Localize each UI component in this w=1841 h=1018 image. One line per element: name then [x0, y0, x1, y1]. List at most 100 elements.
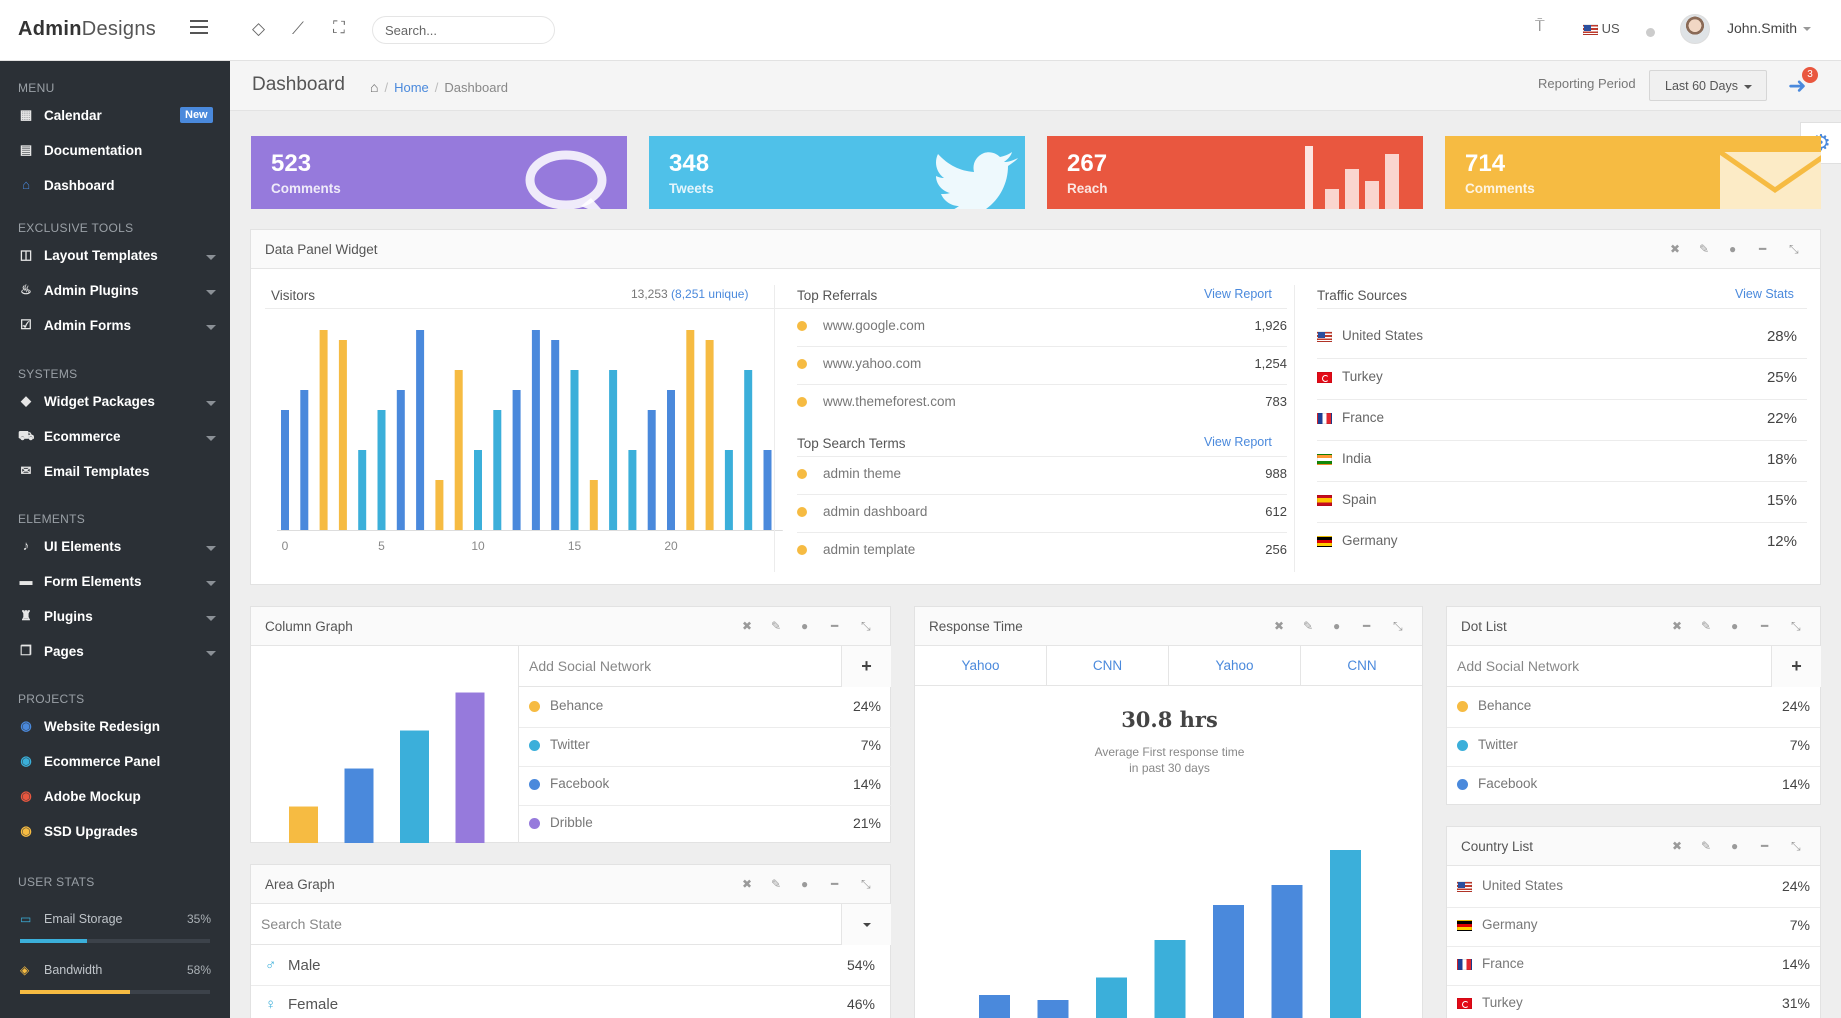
breadcrumb-home-link[interactable]: Home — [394, 80, 429, 95]
list-item[interactable]: Facebook 14% — [529, 776, 881, 792]
add-button[interactable]: + — [841, 646, 891, 687]
list-item[interactable]: www.yahoo.com 1,254 — [797, 356, 1287, 371]
search-state-input[interactable]: Search State — [251, 904, 841, 945]
sidebar-item-documentation[interactable]: ▤ Documentation — [19, 142, 143, 158]
close-icon[interactable]: ✖ — [1672, 839, 1683, 853]
user-menu[interactable]: John.Smith — [1727, 20, 1812, 36]
magic-wand-icon[interactable]: ⟋ — [292, 19, 304, 38]
add-button[interactable]: + — [1771, 646, 1821, 687]
sidebar-item-ecommerce[interactable]: ⛟ Ecommerce — [0, 424, 230, 452]
collapse-icon[interactable]: ⤡ — [1791, 619, 1801, 633]
sidebar-item-admin-plugins[interactable]: ♨ Admin Plugins — [0, 278, 230, 306]
home-icon[interactable]: ⌂ — [370, 79, 379, 95]
sidebar-item-ssd-upgrades[interactable]: ◉ SSD Upgrades — [0, 819, 230, 847]
pencil-icon[interactable]: ✎ — [771, 619, 782, 633]
avatar[interactable] — [1680, 14, 1710, 44]
radio-tower-icon[interactable]: ⍑ — [1535, 18, 1545, 35]
pencil-icon[interactable]: ✎ — [1701, 619, 1712, 633]
language-selector[interactable]: US — [1583, 21, 1620, 36]
minimize-icon[interactable]: ━ — [1761, 619, 1769, 633]
droplet-icon[interactable]: ● — [801, 877, 809, 891]
view-stats-link[interactable]: View Stats — [1735, 287, 1794, 301]
stat-tile-reach[interactable]: 267 Reach — [1047, 136, 1423, 209]
sidebar-item-adobe-mockup[interactable]: ◉ Adobe Mockup — [0, 784, 230, 812]
add-social-network-input[interactable]: Add Social Network — [519, 646, 841, 687]
minimize-icon[interactable]: ━ — [1759, 242, 1767, 256]
collapse-icon[interactable]: ⤡ — [1789, 242, 1799, 256]
sidebar-item-admin-forms[interactable]: ☑ Admin Forms — [0, 313, 230, 341]
reporting-period-select[interactable]: Last 60 Days — [1649, 70, 1767, 101]
fullscreen-icon[interactable]: ⛶ — [333, 18, 345, 37]
pencil-icon[interactable]: ✎ — [771, 877, 782, 891]
sidebar-item-dashboard[interactable]: ⌂ Dashboard — [0, 173, 230, 201]
pencil-icon[interactable]: ✎ — [1699, 242, 1710, 256]
list-item[interactable]: Turkey 25% — [1317, 369, 1797, 386]
notifications-button[interactable]: ➜ 3 — [1788, 67, 1818, 99]
sidebar-item-calendar[interactable]: ▦ Calendar New — [0, 103, 230, 131]
tab-cnn[interactable]: CNN — [1047, 646, 1169, 686]
collapse-icon[interactable]: ⤡ — [1791, 839, 1801, 853]
list-item[interactable]: admin dashboard 612 — [797, 504, 1287, 519]
collapse-icon[interactable]: ⤡ — [1393, 619, 1403, 633]
droplet-icon[interactable]: ● — [1731, 839, 1739, 853]
list-item[interactable]: Germany 12% — [1317, 533, 1797, 550]
stat-tile-comments[interactable]: 523 Comments — [251, 136, 627, 209]
close-icon[interactable]: ✖ — [1670, 242, 1681, 256]
sidebar-item-email-templates[interactable]: ✉ Email Templates — [0, 459, 230, 487]
stat-tile-tweets[interactable]: 348 Tweets — [649, 136, 1025, 209]
close-icon[interactable]: ✖ — [1672, 619, 1683, 633]
list-item[interactable]: Behance 24% — [529, 698, 881, 714]
list-item[interactable]: admin template 256 — [797, 542, 1287, 557]
list-item[interactable]: admin theme 988 — [797, 466, 1287, 481]
view-report-link[interactable]: View Report — [1204, 435, 1272, 449]
add-social-network-input[interactable]: Add Social Network — [1447, 646, 1771, 687]
minimize-icon[interactable]: ━ — [831, 619, 839, 633]
list-item[interactable]: India 18% — [1317, 451, 1797, 468]
sidebar-item-ui-elements[interactable]: ♪ UI Elements — [0, 534, 230, 562]
list-item[interactable]: Turkey 31% — [1457, 995, 1810, 1011]
close-icon[interactable]: ✖ — [742, 877, 753, 891]
list-item[interactable]: Facebook 14% — [1457, 776, 1810, 792]
minimize-icon[interactable]: ━ — [1363, 619, 1371, 633]
hamburger-menu-icon[interactable] — [190, 20, 208, 34]
sidebar-item-widget-packages[interactable]: ◆ Widget Packages — [0, 389, 230, 417]
search-input[interactable] — [372, 16, 555, 44]
list-item[interactable]: www.google.com 1,926 — [797, 318, 1287, 333]
collapse-icon[interactable]: ⤡ — [861, 877, 871, 891]
minimize-icon[interactable]: ━ — [831, 877, 839, 891]
sidebar-item-website-redesign[interactable]: ◉ Website Redesign — [0, 714, 230, 742]
sidebar-item-pages[interactable]: ❐ Pages — [0, 639, 230, 667]
droplet-icon[interactable]: ● — [801, 619, 809, 633]
pencil-icon[interactable]: ✎ — [1701, 839, 1712, 853]
list-item[interactable]: Spain 15% — [1317, 492, 1797, 509]
list-item[interactable]: Behance 24% — [1457, 698, 1810, 714]
state-dropdown-button[interactable] — [841, 904, 891, 945]
brand-logo[interactable]: AdminDesigns — [18, 18, 157, 40]
tab-yahoo-2[interactable]: Yahoo — [1169, 646, 1301, 686]
stat-tile-comments-2[interactable]: 714 Comments — [1445, 136, 1821, 209]
list-item[interactable]: Twitter 7% — [1457, 737, 1810, 753]
tab-yahoo[interactable]: Yahoo — [915, 646, 1047, 686]
sidebar-item-form-elements[interactable]: ▬ Form Elements — [0, 569, 230, 597]
list-item[interactable]: Germany 7% — [1457, 917, 1810, 933]
sidebar-item-plugins[interactable]: ♜ Plugins — [0, 604, 230, 632]
list-item[interactable]: France 22% — [1317, 410, 1797, 427]
list-item[interactable]: United States 28% — [1317, 328, 1797, 345]
list-item[interactable]: Dribble 21% — [529, 815, 881, 831]
diamond-icon[interactable]: ◇ — [252, 19, 266, 38]
droplet-icon[interactable]: ● — [1729, 242, 1737, 256]
collapse-icon[interactable]: ⤡ — [861, 619, 871, 633]
list-item[interactable]: Twitter 7% — [529, 737, 881, 753]
list-item[interactable]: France 14% — [1457, 956, 1810, 972]
list-item[interactable]: United States 24% — [1457, 878, 1810, 894]
sidebar-item-ecommerce-panel[interactable]: ◉ Ecommerce Panel — [0, 749, 230, 777]
droplet-icon[interactable]: ● — [1333, 619, 1341, 633]
tab-cnn-2[interactable]: CNN — [1347, 658, 1377, 673]
minimize-icon[interactable]: ━ — [1761, 839, 1769, 853]
droplet-icon[interactable]: ● — [1731, 619, 1739, 633]
view-report-link[interactable]: View Report — [1204, 287, 1272, 301]
close-icon[interactable]: ✖ — [1274, 619, 1285, 633]
sidebar-item-layout-templates[interactable]: ◫ Layout Templates — [0, 243, 230, 271]
pencil-icon[interactable]: ✎ — [1303, 619, 1314, 633]
list-item[interactable]: www.themeforest.com 783 — [797, 394, 1287, 409]
